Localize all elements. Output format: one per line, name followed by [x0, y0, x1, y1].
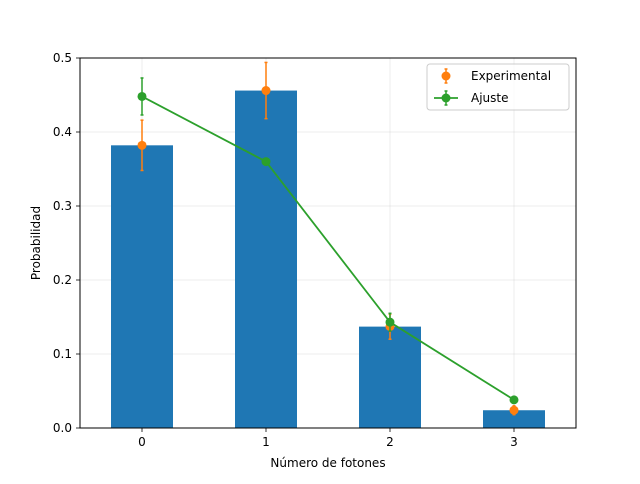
x-axis-label: Número de fotones — [270, 456, 385, 470]
data-point — [261, 86, 271, 96]
legend-items: Experimental Ajuste — [434, 68, 551, 106]
y-tick-label: 0.2 — [53, 273, 72, 287]
y-axis-label: Probabilidad — [29, 206, 43, 280]
bar-2 — [359, 326, 421, 428]
y-tick-label: 0.3 — [53, 199, 72, 213]
y-tick-label: 0.4 — [53, 125, 72, 139]
y-tick-label: 0.5 — [53, 51, 72, 65]
legend-label: Ajuste — [471, 91, 509, 105]
bar-1 — [235, 90, 297, 428]
series-ajuste — [137, 77, 519, 405]
bar-3 — [483, 410, 545, 428]
legend-entry-ajuste: Ajuste — [434, 90, 509, 106]
series-layer — [137, 61, 519, 416]
legend-box — [426, 63, 570, 111]
data-point — [509, 395, 519, 405]
data-point — [137, 140, 147, 150]
data-point — [509, 405, 519, 415]
legend-label: Experimental — [471, 69, 551, 83]
plot-area — [79, 57, 577, 429]
legend-marker — [441, 93, 451, 103]
x-tick-label: 3 — [510, 435, 518, 449]
data-point — [137, 91, 147, 101]
x-tick-label: 0 — [138, 435, 146, 449]
x-axis: 0 1 2 3 — [138, 428, 518, 449]
x-tick-label: 1 — [262, 435, 270, 449]
y-tick-label: 0.0 — [53, 421, 72, 435]
data-point — [261, 157, 271, 167]
legend-marker — [441, 71, 451, 81]
y-tick-label: 0.1 — [53, 347, 72, 361]
legend: Experimental Ajuste — [426, 63, 570, 111]
legend-entry-experimental: Experimental — [441, 68, 551, 84]
bar-0 — [111, 145, 173, 428]
bars — [111, 90, 545, 428]
axes-frame — [79, 57, 577, 429]
x-tick-label: 2 — [386, 435, 394, 449]
data-point — [385, 317, 395, 327]
series-line-ajuste — [141, 95, 515, 401]
y-axis: 0.0 0.1 0.2 0.3 0.4 0.5 — [53, 51, 80, 435]
